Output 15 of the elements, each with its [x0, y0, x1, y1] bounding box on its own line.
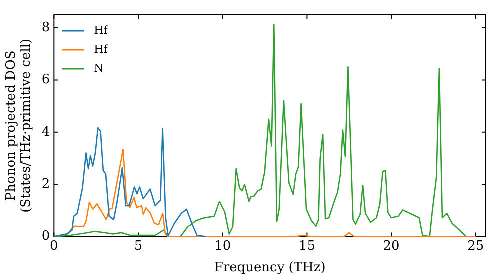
y-axis-title: Phonon projected DOS (States/THz·primitive cell) — [4, 38, 34, 213]
x-tick-label: 20 — [383, 238, 400, 254]
legend-label: N — [94, 62, 104, 75]
y-tick-label: 2 — [42, 176, 50, 192]
legend-label: Hf — [94, 42, 109, 56]
x-tick-label: 15 — [298, 238, 316, 254]
x-axis-title: Frequency (THz) — [214, 260, 326, 276]
y-tick-label: 8 — [42, 20, 50, 36]
legend-label: Hf — [94, 24, 109, 37]
y-tick-label: 4 — [42, 124, 50, 140]
y-tick-label: 0 — [42, 229, 50, 244]
y-tick-label: 6 — [42, 72, 50, 88]
x-tick-label: 10 — [214, 238, 232, 254]
x-tick-label: 25 — [468, 238, 484, 254]
x-tick-label: 5 — [134, 238, 143, 254]
